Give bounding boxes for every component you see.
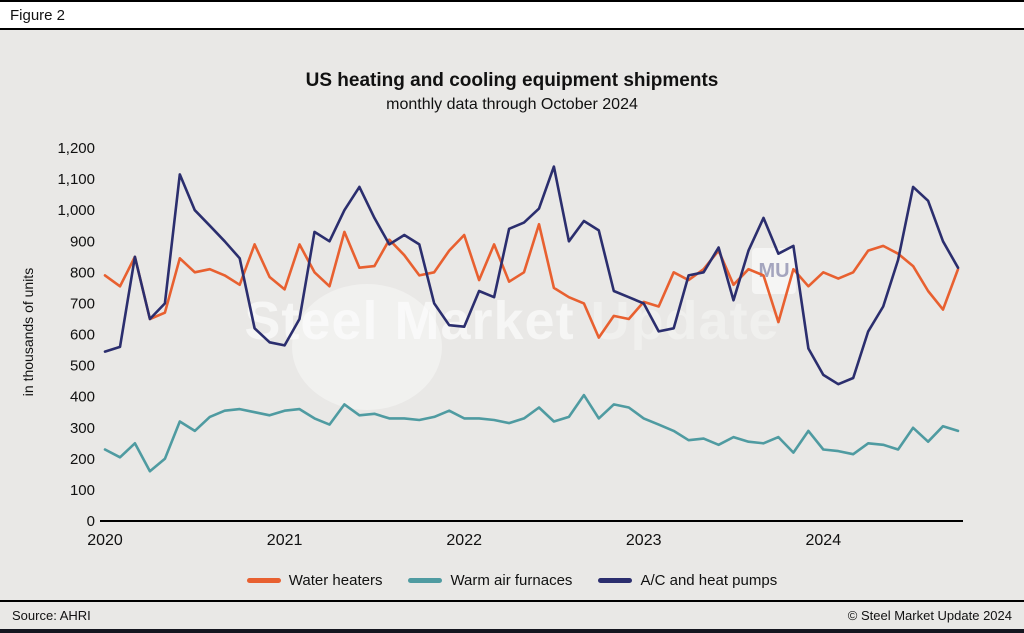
watermark-text: Steel Market Update: [0, 290, 1024, 352]
svg-text:2022: 2022: [446, 532, 482, 549]
svg-text:0: 0: [87, 513, 95, 530]
legend-line-swatch: [598, 577, 633, 583]
svg-text:300: 300: [70, 420, 95, 437]
legend-line-swatch: [408, 577, 443, 583]
legend-label: Warm air furnaces: [450, 571, 573, 589]
svg-text:700: 700: [70, 295, 95, 312]
svg-text:2023: 2023: [626, 532, 662, 549]
svg-text:400: 400: [70, 389, 95, 406]
legend-label: Water heaters: [288, 571, 383, 589]
legend-item: Warm air furnaces: [408, 572, 572, 589]
legend-line-swatch: [246, 577, 281, 583]
watermark-text-primary: Steel Market: [244, 291, 575, 351]
chart-legend: Water heaters Warm air furnaces A/C and he…: [0, 566, 1024, 594]
figure-footer: Source: AHRI © Steel Market Update 2024: [0, 600, 1024, 629]
watermark-text-update: Update: [590, 291, 780, 351]
bottom-bar: [0, 629, 1024, 633]
chart-subtitle: monthly data through October 2024: [386, 96, 638, 113]
copyright-text: © Steel Market Update 2024: [847, 608, 1012, 623]
figure-label: Figure 2: [10, 6, 66, 24]
svg-text:800: 800: [70, 264, 95, 281]
svg-text:2020: 2020: [87, 532, 123, 549]
watermark-badge: MU: [752, 248, 796, 294]
svg-text:2021: 2021: [267, 532, 303, 549]
svg-text:600: 600: [70, 327, 95, 344]
svg-text:100: 100: [70, 482, 95, 499]
legend-item: A/C and heat pumps: [598, 572, 777, 589]
legend-label: A/C and heat pumps: [640, 571, 778, 589]
source-text: Source: AHRI: [12, 608, 91, 623]
svg-text:1,100: 1,100: [57, 171, 95, 188]
watermark-ellipse: [292, 284, 442, 410]
y-axis-label: in thousands of units: [20, 267, 36, 397]
svg-text:1,000: 1,000: [57, 202, 95, 219]
svg-text:200: 200: [70, 451, 95, 468]
svg-text:2024: 2024: [806, 532, 842, 549]
svg-text:900: 900: [70, 233, 95, 250]
svg-text:1,200: 1,200: [57, 140, 95, 157]
legend-item: Water heaters: [246, 571, 383, 589]
chart-title: US heating and cooling equipment shipmen…: [305, 70, 719, 91]
svg-text:500: 500: [70, 358, 95, 375]
watermark-text-secondary: [575, 291, 591, 351]
figure-header: Figure 2: [0, 0, 1024, 30]
